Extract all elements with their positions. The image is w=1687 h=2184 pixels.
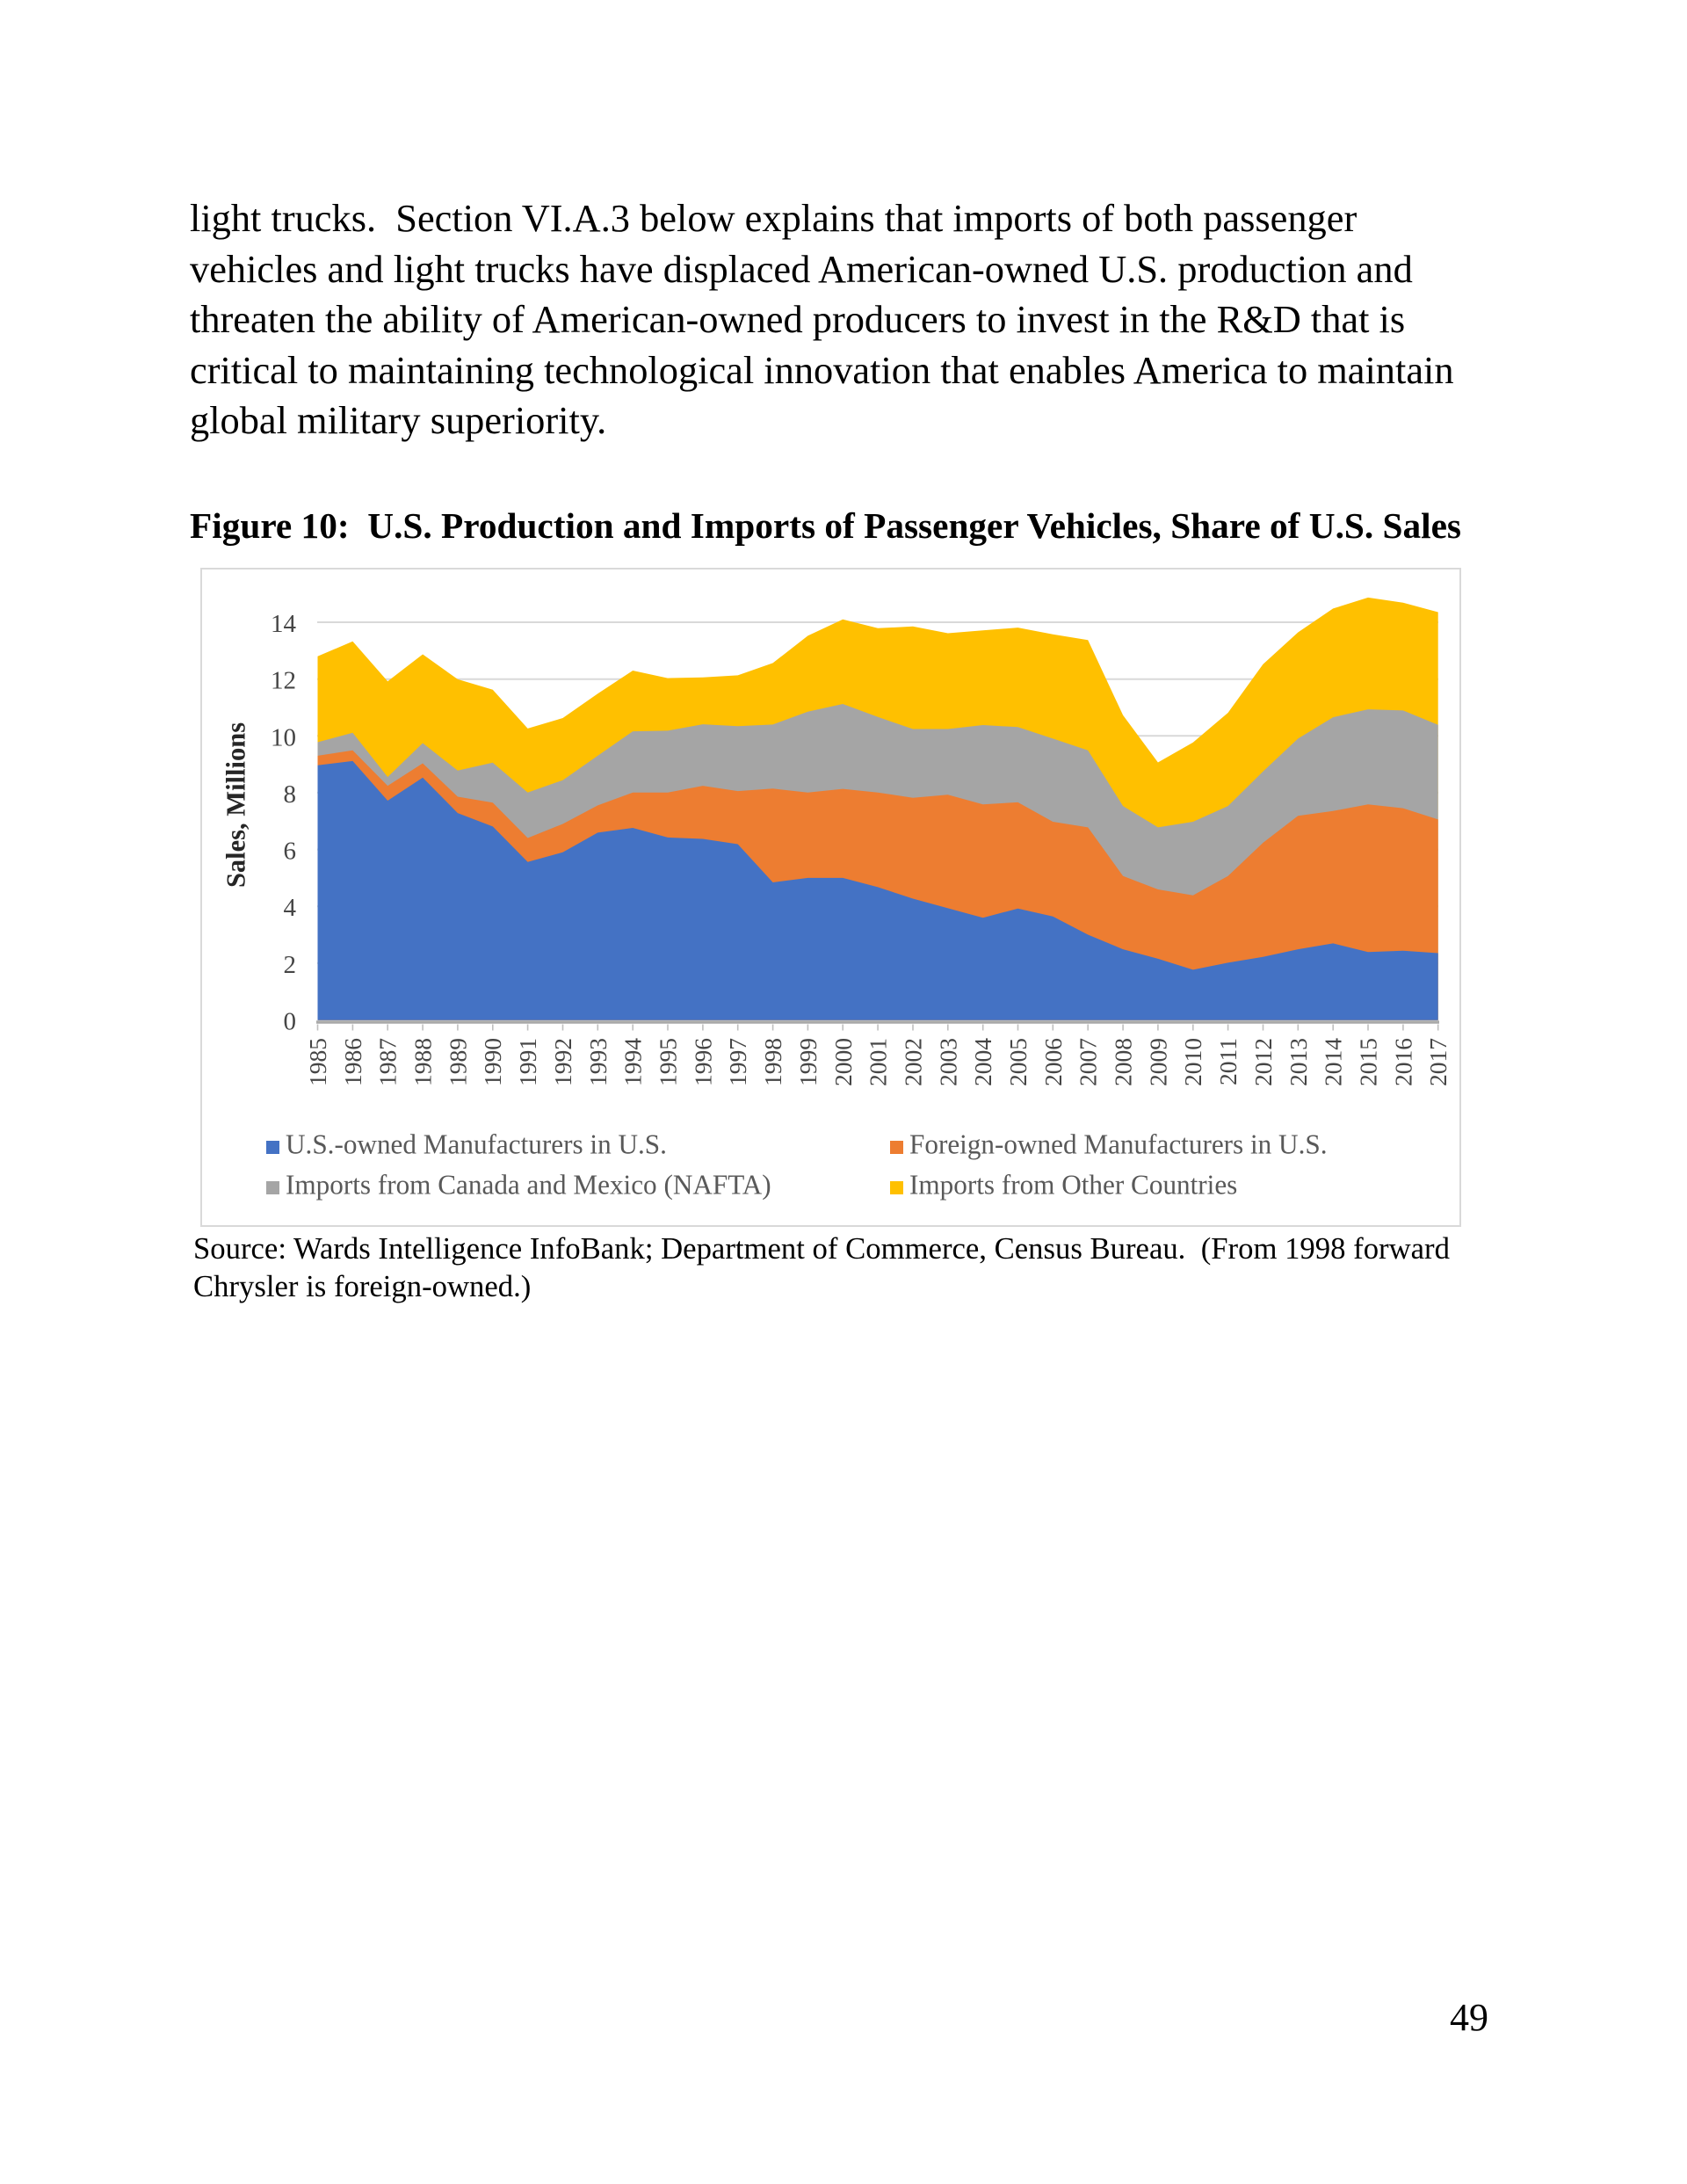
svg-text:14: 14 <box>271 610 297 638</box>
svg-text:2002: 2002 <box>900 1038 927 1086</box>
svg-text:12: 12 <box>271 667 296 695</box>
svg-text:2017: 2017 <box>1424 1038 1452 1086</box>
svg-text:Imports from Canada and Mexico: Imports from Canada and Mexico (NAFTA) <box>286 1170 771 1201</box>
svg-text:2001: 2001 <box>865 1038 892 1086</box>
svg-text:Sales, Millions: Sales, Millions <box>221 722 251 888</box>
svg-text:2: 2 <box>284 951 297 979</box>
svg-text:2004: 2004 <box>969 1038 996 1086</box>
svg-text:1996: 1996 <box>689 1038 716 1086</box>
svg-text:2014: 2014 <box>1320 1038 1347 1086</box>
svg-text:1990: 1990 <box>479 1038 506 1086</box>
svg-text:2007: 2007 <box>1075 1038 1102 1086</box>
svg-text:1999: 1999 <box>794 1038 822 1086</box>
svg-text:10: 10 <box>271 723 296 751</box>
svg-text:1997: 1997 <box>724 1038 751 1086</box>
svg-text:1985: 1985 <box>304 1038 331 1086</box>
svg-text:8: 8 <box>284 780 297 809</box>
svg-text:1988: 1988 <box>409 1038 437 1086</box>
svg-text:4: 4 <box>284 894 297 922</box>
svg-text:2013: 2013 <box>1285 1038 1312 1086</box>
svg-text:6: 6 <box>284 838 297 866</box>
svg-text:2008: 2008 <box>1110 1038 1137 1086</box>
svg-text:1991: 1991 <box>514 1038 541 1086</box>
svg-text:2003: 2003 <box>934 1038 961 1086</box>
svg-text:Foreign-owned Manufacturers in: Foreign-owned Manufacturers in U.S. <box>909 1129 1328 1160</box>
svg-text:Imports from Other Countries: Imports from Other Countries <box>909 1170 1237 1201</box>
svg-text:1993: 1993 <box>584 1038 612 1086</box>
svg-text:2000: 2000 <box>829 1038 857 1086</box>
svg-text:2009: 2009 <box>1144 1038 1171 1086</box>
svg-text:1986: 1986 <box>339 1038 366 1086</box>
svg-text:1992: 1992 <box>549 1038 576 1086</box>
svg-text:2015: 2015 <box>1355 1038 1382 1086</box>
svg-text:0: 0 <box>284 1008 297 1036</box>
svg-text:2016: 2016 <box>1389 1038 1416 1086</box>
svg-text:2006: 2006 <box>1039 1038 1067 1086</box>
svg-text:1994: 1994 <box>619 1038 647 1086</box>
svg-text:1987: 1987 <box>374 1038 402 1086</box>
svg-text:1995: 1995 <box>655 1038 682 1086</box>
svg-text:2005: 2005 <box>1004 1038 1032 1086</box>
svg-text:U.S.-owned Manufacturers in U.: U.S.-owned Manufacturers in U.S. <box>286 1129 667 1160</box>
svg-text:2011: 2011 <box>1214 1038 1242 1085</box>
svg-text:1998: 1998 <box>759 1038 786 1086</box>
svg-text:2010: 2010 <box>1179 1038 1206 1086</box>
svg-text:2012: 2012 <box>1249 1038 1277 1086</box>
svg-text:1989: 1989 <box>444 1038 471 1086</box>
